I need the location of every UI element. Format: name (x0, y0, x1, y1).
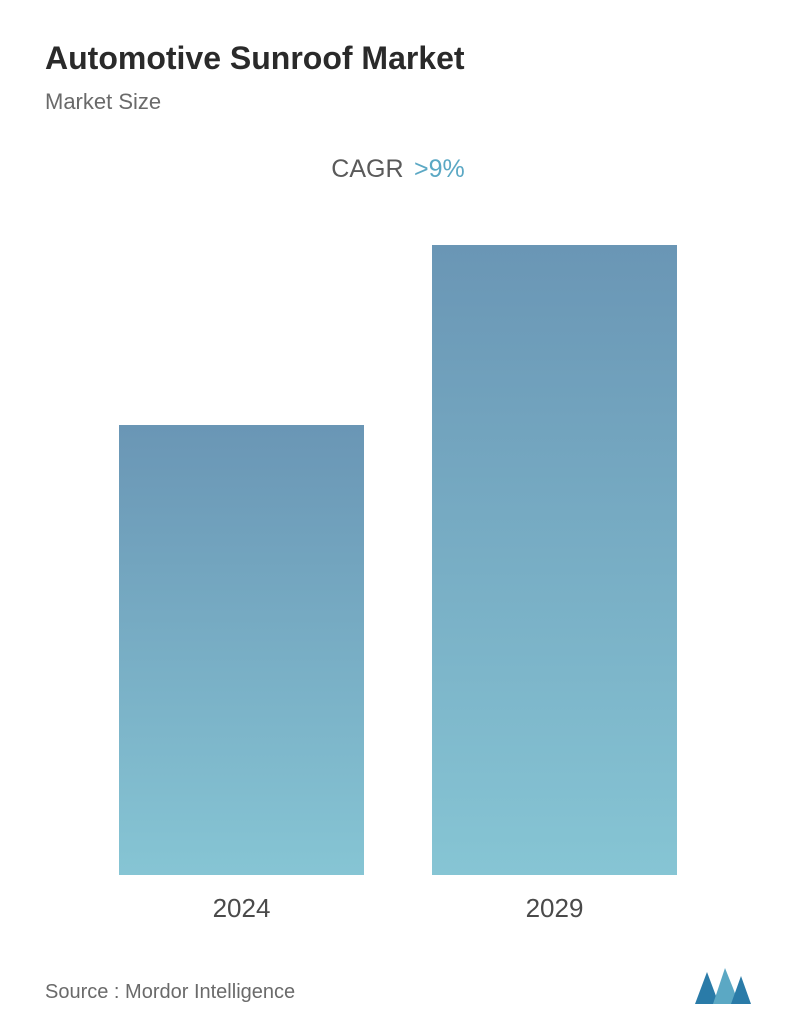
bar-label-2029: 2029 (526, 893, 584, 924)
chart-footer: Source : Mordor Intelligence (45, 934, 751, 1004)
bar-group-2024: 2024 (119, 425, 364, 924)
chart-title: Automotive Sunroof Market (45, 40, 751, 77)
bar-label-2024: 2024 (213, 893, 271, 924)
chart-area: 2024 2029 (45, 204, 751, 924)
cagr-value: >9% (414, 155, 465, 183)
source-text: Source : Mordor Intelligence (45, 981, 295, 1004)
bar-2024 (119, 425, 364, 875)
chart-subtitle: Market Size (45, 89, 751, 115)
cagr-row: CAGR >9% (45, 155, 751, 184)
mordor-logo-icon (695, 964, 751, 1004)
bar-2029 (432, 245, 677, 875)
cagr-label: CAGR (331, 155, 403, 183)
chart-container: Automotive Sunroof Market Market Size CA… (0, 0, 796, 1034)
bar-group-2029: 2029 (432, 245, 677, 924)
